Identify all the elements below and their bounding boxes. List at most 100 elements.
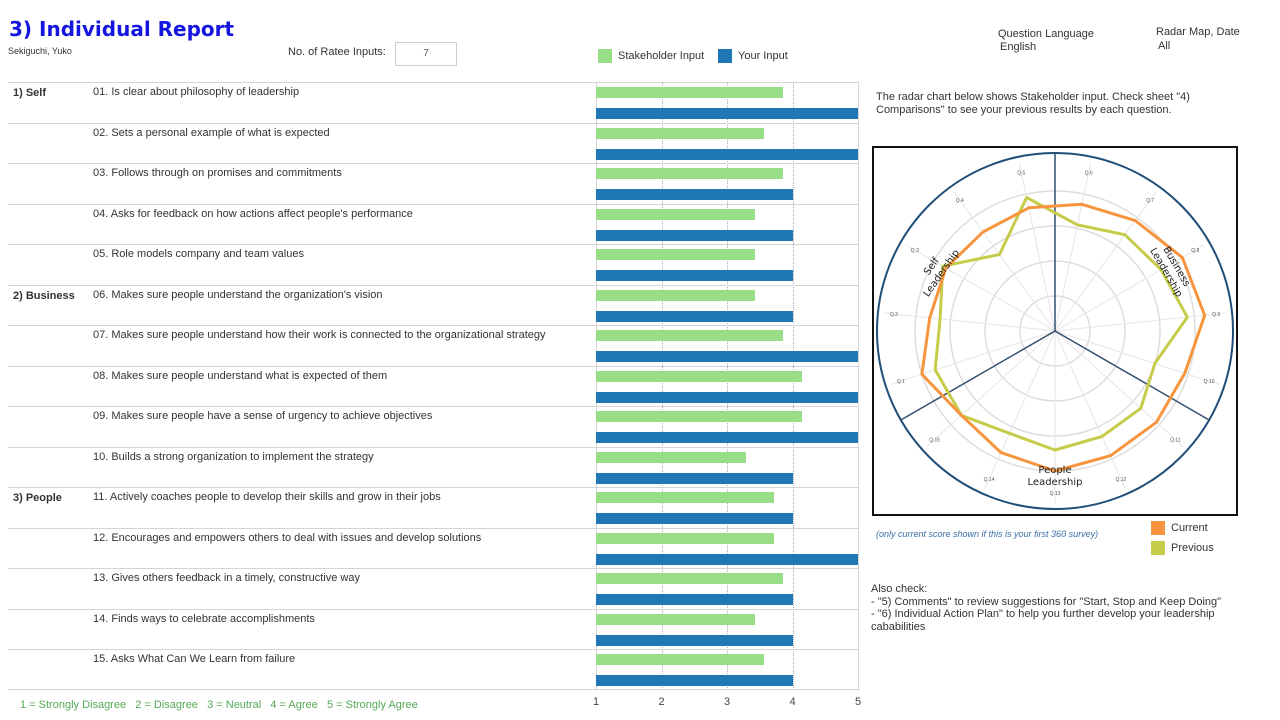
- radar-series-current: [920, 202, 1207, 473]
- your-input-bar: [596, 310, 793, 322]
- group-label: 3) People: [13, 492, 62, 505]
- stakeholder-bar: [596, 370, 802, 382]
- stakeholder-swatch: [598, 49, 612, 63]
- radar-axis-label: Q.14: [984, 477, 995, 483]
- radar-section-label: People Leadership: [1028, 465, 1083, 488]
- also-check: Also check: - "5) Comments" to review su…: [871, 583, 1241, 633]
- question-label: 02. Sets a personal example of what is e…: [93, 126, 330, 139]
- radar-section-divider: [900, 330, 1056, 421]
- also-check-heading: Also check:: [871, 583, 928, 595]
- radar-section-text: SelfLeadership: [912, 241, 962, 299]
- question-label: 01. Is clear about philosophy of leaders…: [93, 86, 300, 98]
- table-row: 07. Makes sure people understand how the…: [8, 325, 858, 367]
- radar-axis-label: Q.12: [1115, 477, 1126, 483]
- table-row: 10. Builds a strong organization to impl…: [8, 446, 858, 489]
- table-row: 12. Encourages and empowers others to de…: [8, 527, 858, 570]
- axis-line: [596, 82, 597, 690]
- radar-spoke: [1018, 162, 1056, 332]
- ratee-inputs-value: 7: [395, 42, 457, 66]
- question-label: 15. Asks What Can We Learn from failure: [93, 653, 296, 666]
- table-row: 2) Business 06. Makes sure people underst…: [8, 284, 858, 327]
- gridline: [661, 82, 663, 690]
- stakeholder-bar: [596, 208, 756, 220]
- table-row: 13. Gives others feedback in a timely, c…: [8, 568, 858, 610]
- gridline: [858, 82, 859, 690]
- your-input-bar: [596, 432, 858, 444]
- your-input-bar: [596, 472, 793, 484]
- page-title: 3) Individual Report: [9, 17, 235, 41]
- stakeholder-bar: [596, 330, 784, 342]
- question-language-label: Question Language: [998, 28, 1095, 40]
- question-label: 04. Asks for feedback on how actions aff…: [93, 207, 413, 220]
- question-label: 09. Makes sure people have a sense of ur…: [93, 410, 433, 423]
- radar-spoke: [1054, 330, 1219, 385]
- radar-series-previous: [933, 196, 1189, 452]
- radar-spoke: [905, 244, 1056, 332]
- question-label: 13. Gives others feedback in a timely, c…: [93, 572, 360, 585]
- stakeholder-bar: [596, 411, 802, 423]
- radar-axis-label: Q.9: [1212, 312, 1220, 318]
- stakeholder-bar: [596, 289, 756, 301]
- gridline: [727, 82, 728, 690]
- radar-section-text: People Leadership: [1028, 465, 1083, 488]
- stakeholder-bar: [596, 532, 774, 544]
- question-label: 14. Finds ways to celebrate accomplishme…: [93, 612, 315, 625]
- radar-axis-label: Q.5: [1017, 171, 1025, 177]
- legend-your-input-label: Your Input: [738, 50, 788, 62]
- stakeholder-bar: [596, 168, 784, 180]
- stakeholder-bar: [596, 573, 784, 585]
- table-row: 3) People 11. Actively coaches people to …: [8, 487, 858, 529]
- stakeholder-bar: [596, 451, 746, 463]
- table-row: 04. Asks for feedback on how actions aff…: [8, 203, 858, 246]
- radar-spoke: [1054, 330, 1126, 489]
- question-label: 11. Actively coaches people to develop t…: [93, 491, 441, 504]
- x-tick-label: 2: [658, 696, 665, 708]
- stakeholder-bar: [596, 492, 774, 504]
- your-input-swatch: [718, 49, 732, 63]
- gridline: [792, 82, 794, 690]
- current-swatch: [1151, 521, 1165, 535]
- your-input-bar: [596, 594, 793, 606]
- radar-axis-label: Q.3: [911, 248, 919, 254]
- radar-axis-label: Q.10: [1204, 379, 1215, 385]
- x-tick-label: 3: [724, 696, 731, 708]
- your-input-bar: [596, 553, 858, 565]
- stakeholder-bar: [596, 87, 784, 98]
- legend-your-input: Your Input: [718, 49, 788, 63]
- table-bottom-divider: [8, 689, 858, 690]
- table-row: 03. Follows through on promises and comm…: [8, 163, 858, 205]
- x-tick-label: 4: [789, 696, 796, 708]
- radar-spoke: [953, 191, 1056, 332]
- question-label: 07. Makes sure people understand how the…: [93, 329, 546, 342]
- question-label: 06. Makes sure people understand the org…: [93, 288, 383, 301]
- your-input-bar: [596, 513, 793, 525]
- radar-info-text: The radar chart below shows Stakeholder …: [876, 91, 1190, 116]
- radar-section-divider: [1054, 330, 1210, 421]
- table-row: 05. Role models company and team values: [8, 244, 858, 286]
- table-row: 09. Makes sure people have a sense of ur…: [8, 406, 858, 448]
- table-row: 14. Finds ways to celebrate accomplishme…: [8, 608, 858, 651]
- your-input-bar: [596, 270, 793, 282]
- radar-axis-label: Q.1: [897, 379, 905, 385]
- rating-scale-note: 1 = Strongly Disagree 2 = Disagree 3 = N…: [20, 699, 418, 711]
- radar-note: (only current score shown if this is you…: [876, 529, 1099, 539]
- stakeholder-bar: [596, 127, 765, 139]
- table-row: 02. Sets a personal example of what is e…: [8, 122, 858, 165]
- radar-svg: Q.1 Q.2 Q.3 Q.4 Q.5 Q.6 Q.7 Q.8 Q.9 Q.10 Q.11 Q.12 Q…: [876, 152, 1234, 510]
- radar-axis-label: Q.7: [1146, 198, 1154, 204]
- question-label: 05. Role models company and team values: [93, 248, 304, 261]
- your-input-bar: [596, 391, 858, 403]
- your-input-bar: [596, 108, 858, 119]
- radar-spoke: [1054, 312, 1227, 332]
- radar-spoke: [883, 312, 1056, 332]
- legend-stakeholder-label: Stakeholder Input: [618, 50, 705, 62]
- your-input-bar: [596, 634, 793, 646]
- stakeholder-bar: [596, 654, 765, 666]
- legend-current-label: Current: [1171, 522, 1208, 534]
- radar-spoke: [1054, 330, 1184, 447]
- radar-date-select[interactable]: All: [1158, 40, 1171, 52]
- question-language-select[interactable]: English: [1000, 41, 1037, 53]
- radar-axis-label: Q.11: [1170, 437, 1181, 443]
- question-label: 12. Encourages and empowers others to de…: [93, 531, 482, 544]
- your-input-bar: [596, 189, 793, 201]
